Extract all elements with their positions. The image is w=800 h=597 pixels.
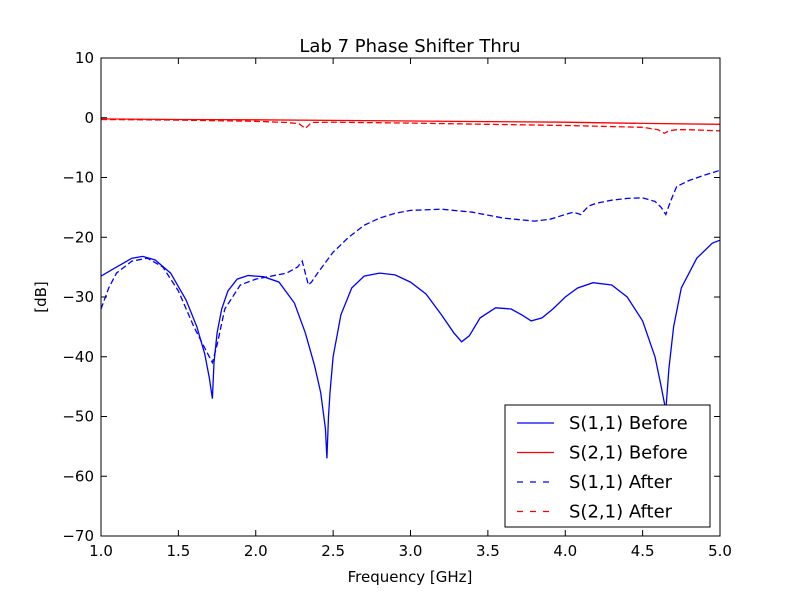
plot-area xyxy=(101,118,720,459)
x-tick-label: 5.0 xyxy=(708,542,732,560)
y-tick-label: −30 xyxy=(62,288,94,306)
legend-label: S(1,1) After xyxy=(569,472,673,493)
y-tick-label: −20 xyxy=(62,228,94,246)
y-axis: 10 0 −10 −20 −30 −40 −50 −60 −70 xyxy=(62,49,720,545)
y-tick-label: −10 xyxy=(62,169,94,187)
y-tick-label: −60 xyxy=(62,467,94,485)
x-tick-label: 4.0 xyxy=(553,542,577,560)
legend: S(1,1) Before S(2,1) Before S(1,1) After S(… xyxy=(504,404,711,528)
legend-box xyxy=(504,404,711,528)
chart-title: Lab 7 Phase Shifter Thru xyxy=(299,36,520,57)
legend-label: S(2,1) After xyxy=(569,502,673,523)
x-tick-label: 1.0 xyxy=(89,542,113,560)
x-axis: 1.0 1.5 2.0 2.5 3.0 3.5 4.0 4.5 5.0 xyxy=(89,58,732,560)
x-tick-label: 2.5 xyxy=(321,542,345,560)
y-tick-label: 10 xyxy=(75,49,94,67)
x-tick-label: 3.0 xyxy=(399,542,423,560)
x-tick-label: 3.5 xyxy=(476,542,500,560)
legend-label: S(2,1) Before xyxy=(569,443,688,464)
series-line-3 xyxy=(101,169,720,365)
x-tick-label: 1.5 xyxy=(166,542,190,560)
x-tick-label: 4.5 xyxy=(631,542,655,560)
y-tick-label: −70 xyxy=(62,527,94,545)
x-axis-title: Frequency [GHz] xyxy=(348,568,473,586)
y-tick-label: 0 xyxy=(84,109,94,127)
series-line-2 xyxy=(101,118,720,125)
series-line-1 xyxy=(101,239,720,459)
series-line-4 xyxy=(101,118,720,135)
y-tick-label: −50 xyxy=(62,408,94,426)
y-axis-title: [dB] xyxy=(32,281,50,313)
legend-label: S(1,1) Before xyxy=(569,413,688,434)
x-tick-label: 2.0 xyxy=(244,542,268,560)
y-tick-label: −40 xyxy=(62,348,94,366)
